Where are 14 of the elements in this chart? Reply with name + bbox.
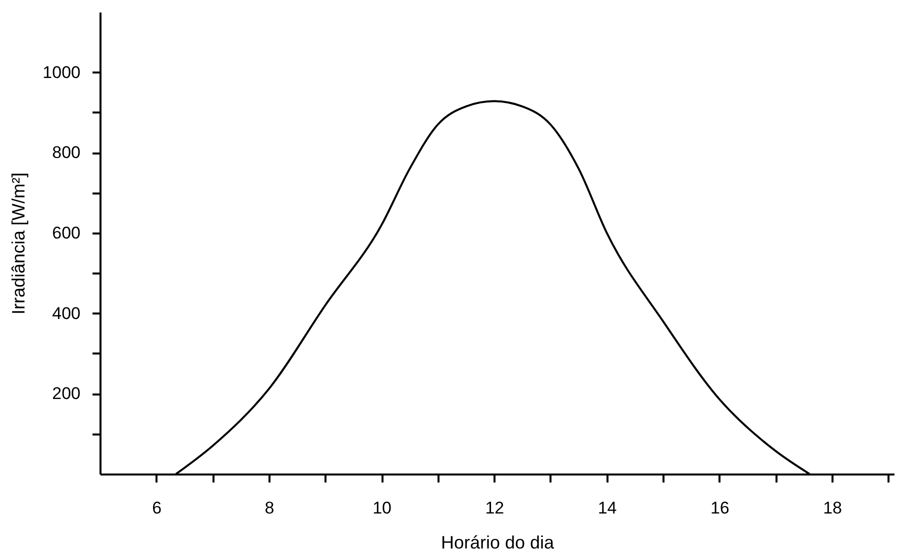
y-axis-title: Irradiância [W/m²] xyxy=(8,172,29,315)
x-tick-label: 14 xyxy=(598,498,617,518)
x-tick-label: 16 xyxy=(710,498,730,518)
y-tick-label: 400 xyxy=(52,304,80,323)
y-tick-label: 600 xyxy=(52,223,80,242)
y-tick-label: 200 xyxy=(52,384,80,404)
x-tick-label: 6 xyxy=(152,498,162,518)
x-axis-title: Horário do dia xyxy=(440,532,556,552)
y-tick-label: 800 xyxy=(52,143,80,162)
y-tick-label: 1000 xyxy=(42,62,80,82)
x-tick-label: 18 xyxy=(823,498,842,518)
x-tick-label: 10 xyxy=(372,498,392,518)
x-tick-label: 8 xyxy=(264,498,274,518)
x-tick-label: 12 xyxy=(485,498,504,518)
